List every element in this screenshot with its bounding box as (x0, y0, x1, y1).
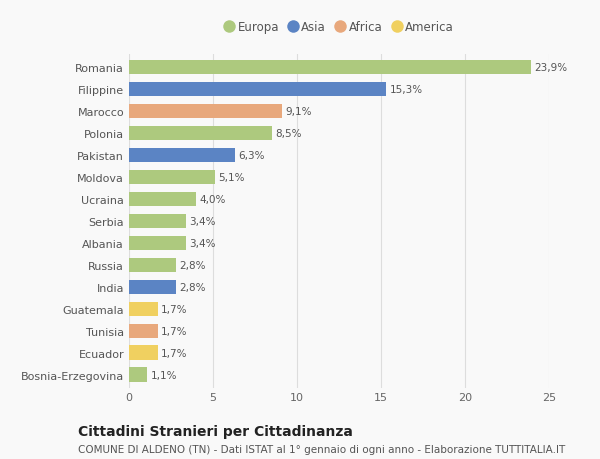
Text: 2,8%: 2,8% (179, 282, 206, 292)
Bar (129, 192, 196, 207)
Text: 8,5%: 8,5% (275, 129, 302, 139)
Bar (129, 368, 148, 382)
Bar (129, 302, 158, 316)
Text: 9,1%: 9,1% (285, 107, 312, 117)
Text: 2,8%: 2,8% (179, 260, 206, 270)
Text: 3,4%: 3,4% (190, 217, 216, 226)
Text: 4,0%: 4,0% (200, 195, 226, 205)
Text: 23,9%: 23,9% (534, 63, 567, 73)
Bar (129, 105, 282, 119)
Bar (129, 171, 215, 185)
Text: 15,3%: 15,3% (389, 85, 422, 95)
Text: COMUNE DI ALDENO (TN) - Dati ISTAT al 1° gennaio di ogni anno - Elaborazione TUT: COMUNE DI ALDENO (TN) - Dati ISTAT al 1°… (78, 444, 565, 454)
Text: 1,7%: 1,7% (161, 304, 187, 314)
Text: 3,4%: 3,4% (190, 238, 216, 248)
Bar (129, 127, 272, 141)
Text: 6,3%: 6,3% (238, 151, 265, 161)
Bar (129, 324, 158, 338)
Bar (129, 236, 186, 251)
Bar (129, 280, 176, 294)
Bar (129, 83, 386, 97)
Text: 1,7%: 1,7% (161, 326, 187, 336)
Text: 1,7%: 1,7% (161, 348, 187, 358)
Text: 5,1%: 5,1% (218, 173, 245, 183)
Legend: Europa, Asia, Africa, America: Europa, Asia, Africa, America (224, 21, 454, 34)
Bar (129, 149, 235, 163)
Text: Cittadini Stranieri per Cittadinanza: Cittadini Stranieri per Cittadinanza (78, 425, 353, 438)
Bar (129, 346, 158, 360)
Bar (129, 61, 530, 75)
Text: 1,1%: 1,1% (151, 370, 178, 380)
Bar (129, 214, 186, 229)
Bar (129, 258, 176, 272)
